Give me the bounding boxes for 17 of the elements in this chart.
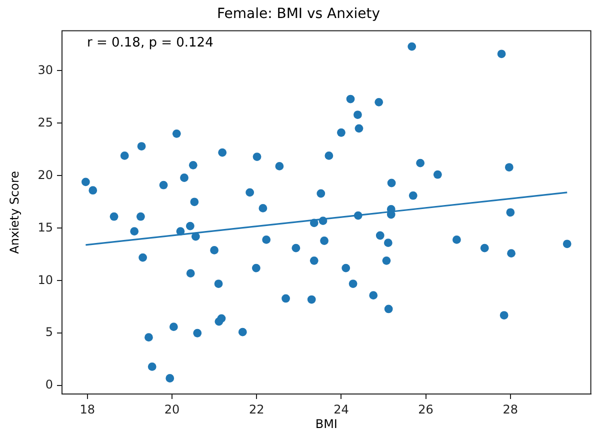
y-tick-label: 0: [45, 378, 53, 392]
x-tick-label: 24: [334, 402, 349, 416]
x-axis-title: BMI: [315, 416, 338, 431]
annotation: r = 0.18, p = 0.124: [87, 36, 214, 51]
y-tick-label: 10: [38, 272, 53, 287]
x-tick-label: 20: [164, 402, 180, 416]
x-tick-label: 22: [248, 402, 264, 416]
chart-title: Female: BMI vs Anxiety: [216, 6, 380, 22]
y-axis-title: Anxiety Score: [7, 170, 22, 254]
y-tick-label: 30: [38, 62, 53, 77]
x-tick-label: 26: [418, 402, 434, 416]
x-tick-label: 18: [80, 402, 96, 416]
y-tick-label: 15: [38, 220, 53, 234]
y-tick-label: 20: [38, 168, 53, 182]
y-tick-label: 25: [38, 115, 53, 130]
x-tick-label: 28: [502, 402, 518, 416]
y-tick-label: 5: [45, 325, 53, 340]
